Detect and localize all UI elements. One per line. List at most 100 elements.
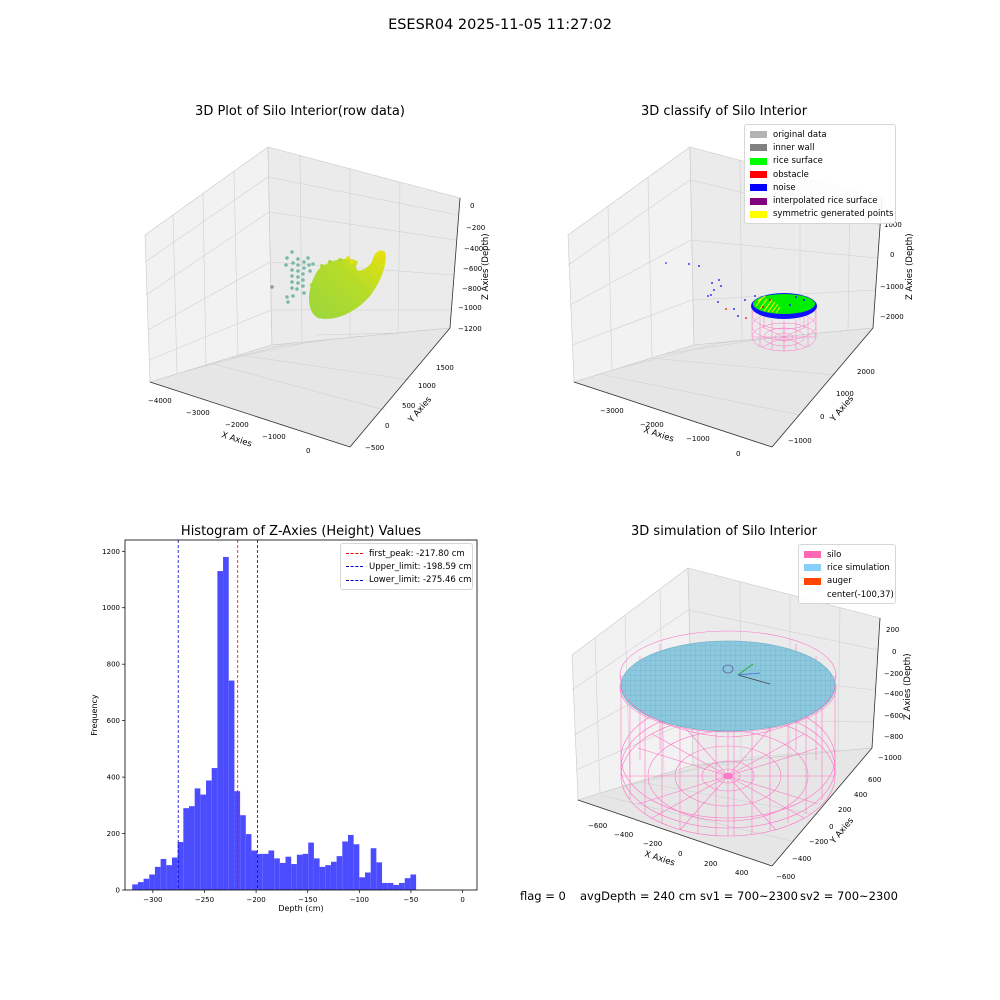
legend-label: original data (773, 129, 827, 140)
figure-title: ESESR04 2025-11-05 11:27:02 (388, 17, 612, 33)
p4-ztick: −800 (884, 733, 903, 741)
histogram-bar (325, 865, 331, 890)
legend-item: Upper_limit: -198.59 cm (346, 560, 472, 573)
histogram-bar (240, 815, 246, 890)
p1-ztick: −200 (466, 224, 485, 232)
legend-item: auger (804, 575, 890, 588)
panel4-title: 3D simulation of Silo Interior (631, 524, 817, 539)
footer-sv2: sv2 = 700~2300 (800, 889, 898, 903)
legend-item: noise (750, 181, 890, 194)
p4-ytick: −400 (792, 855, 811, 863)
legend-swatch (750, 131, 767, 139)
x-tick-label: 0 (460, 896, 464, 904)
x-tick-label: −200 (246, 896, 265, 904)
histogram-bar (342, 841, 348, 890)
y-tick-label: 0 (116, 887, 120, 895)
p4-zlabel: Z Axies (Depth) (903, 653, 913, 720)
footer-flag: flag = 0 (520, 889, 566, 903)
p2-ztick: −1000 (880, 283, 904, 291)
p4-xtick: 0 (678, 850, 682, 858)
y-tick-label: 1200 (102, 548, 120, 556)
p1-ytick: 1000 (418, 382, 436, 390)
p4-xtick: −200 (643, 840, 662, 848)
legend-item: inner wall (750, 141, 890, 154)
histogram-bar (166, 865, 172, 890)
legend-label: interpolated rice surface (773, 196, 878, 207)
histogram-bar (319, 866, 326, 890)
histogram-frame (124, 539, 478, 891)
legend-label: rice surface (773, 156, 823, 167)
histogram-bar (154, 866, 161, 890)
histogram-bar (330, 861, 337, 890)
legend-swatch (750, 184, 767, 192)
histogram-bar (160, 858, 167, 890)
p1-xtick: −1000 (262, 433, 286, 441)
p2-noise-points (665, 262, 756, 317)
y-tick-label: 1000 (102, 604, 120, 612)
histogram-bar (365, 872, 371, 890)
histogram-bar (183, 808, 189, 890)
p4-ytick: 0 (829, 823, 833, 831)
p1-xtick: −2000 (225, 421, 249, 429)
histogram-bar (268, 850, 275, 890)
histogram-bar (262, 853, 269, 890)
p1-xtick: −3000 (186, 409, 210, 417)
p2-ytick: −1000 (788, 437, 812, 445)
y-tick-label: 200 (107, 830, 120, 838)
legend-item: first_peak: -217.80 cm (346, 547, 467, 560)
x-tick-label: −50 (404, 896, 419, 904)
histogram-bar (291, 864, 297, 890)
histogram-bar (200, 794, 207, 890)
p4-xtick: −400 (614, 831, 633, 839)
legend-label: noise (773, 182, 796, 193)
legend-swatch (750, 144, 767, 152)
legend-label: auger (827, 576, 852, 587)
histogram-bar (410, 874, 417, 890)
p4-xlabel: X Axies (643, 849, 676, 868)
p2-silo-wireframe (751, 296, 817, 352)
histogram-bar (206, 780, 212, 890)
histogram-bar (347, 834, 354, 890)
legend-line (346, 553, 363, 555)
histogram-bar (387, 882, 394, 890)
legend-label: center(-100,37) (827, 589, 894, 600)
legend-item: interpolated rice surface (750, 194, 890, 207)
p4-xtick: −600 (588, 822, 607, 830)
legend-label: Lower_limit: -275.46 cm (369, 575, 472, 586)
histogram-bar (399, 882, 405, 890)
p1-ytick: −500 (365, 444, 384, 452)
panel3-title: Histogram of Z-Axies (Height) Values (180, 524, 422, 539)
histogram-bar (296, 854, 303, 890)
legend-swatch (804, 591, 821, 598)
histogram-bar (302, 853, 309, 890)
p4-rice-simulation (620, 640, 836, 732)
p1-surface-points (309, 250, 386, 319)
hist-xlabel: Depth (cm) (278, 904, 323, 913)
histogram-bar (132, 884, 138, 890)
p4-ytick: −200 (809, 838, 828, 846)
x-tick-label: −150 (298, 896, 317, 904)
p2-ztick: −2000 (880, 313, 904, 321)
legend-swatch (750, 210, 767, 218)
histogram-bar (376, 862, 383, 890)
histogram-bar (223, 556, 229, 890)
p1-xtick: −4000 (148, 397, 172, 405)
p4-legend: silo rice simulation auger center(-100,3… (798, 544, 896, 605)
p2-xtick: −2000 (640, 421, 664, 429)
x-tick-label: −250 (195, 896, 214, 904)
legend-item: rice surface (750, 155, 890, 168)
legend-swatch (750, 197, 767, 205)
legend-label: symmetric generated points (773, 209, 894, 220)
legend-swatch (804, 551, 821, 559)
histogram-bar (257, 853, 263, 890)
histogram-bar (189, 806, 195, 890)
histogram-bar (393, 884, 400, 890)
y-tick-label: 600 (107, 717, 120, 725)
legend-item: center(-100,37) (804, 588, 894, 601)
legend-swatch (804, 577, 821, 585)
p2-legend: original data inner wall rice surface ob… (744, 124, 896, 225)
p2-zlabel: Z Axies (Depth) (905, 233, 915, 300)
